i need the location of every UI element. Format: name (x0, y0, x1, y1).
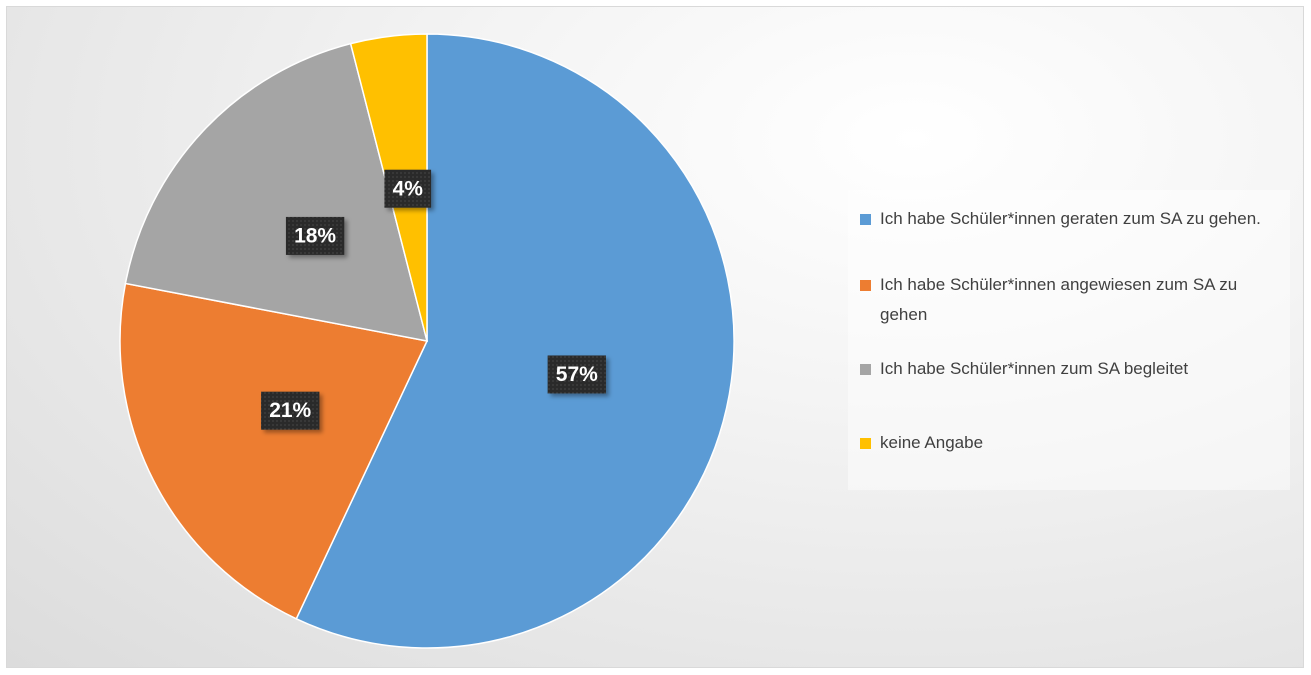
data-label-text: 4% (393, 177, 424, 200)
legend-label: keine Angabe (880, 433, 984, 452)
data-label-box (547, 355, 606, 394)
legend-label: Ich habe Schüler*innen geraten zum SA zu… (880, 209, 1261, 228)
data-label-box (261, 391, 320, 430)
data-label-text: 18% (294, 224, 336, 247)
data-label-box (285, 216, 345, 255)
pie-slice (119, 282, 429, 620)
data-label-text: 57% (556, 363, 598, 386)
legend-swatch (860, 364, 871, 375)
data-label: 57% (547, 355, 606, 394)
pie-slice (295, 33, 735, 649)
legend-swatch (860, 280, 871, 291)
legend-label: Ich habe Schüler*innen zum SA begleitet (880, 359, 1189, 378)
legend-label: Ich habe Schüler*innen angewiesen zum SA… (880, 275, 1238, 324)
legend: Ich habe Schüler*innen geraten zum SA zu… (848, 190, 1290, 490)
data-label: 18% (285, 216, 345, 255)
legend-swatch (860, 438, 871, 449)
data-label: 21% (261, 391, 320, 430)
legend-swatch (860, 214, 871, 225)
pie-slice (124, 42, 429, 342)
data-label: 4% (384, 169, 432, 208)
legend-item: Ich habe Schüler*innen geraten zum SA zu… (860, 204, 1280, 234)
data-label-text: 21% (269, 399, 311, 422)
legend-item: Ich habe Schüler*innen zum SA begleitet (860, 354, 1280, 384)
data-label-box (384, 169, 432, 208)
legend-item: keine Angabe (860, 428, 1280, 458)
legend-item: Ich habe Schüler*innen angewiesen zum SA… (860, 270, 1280, 330)
